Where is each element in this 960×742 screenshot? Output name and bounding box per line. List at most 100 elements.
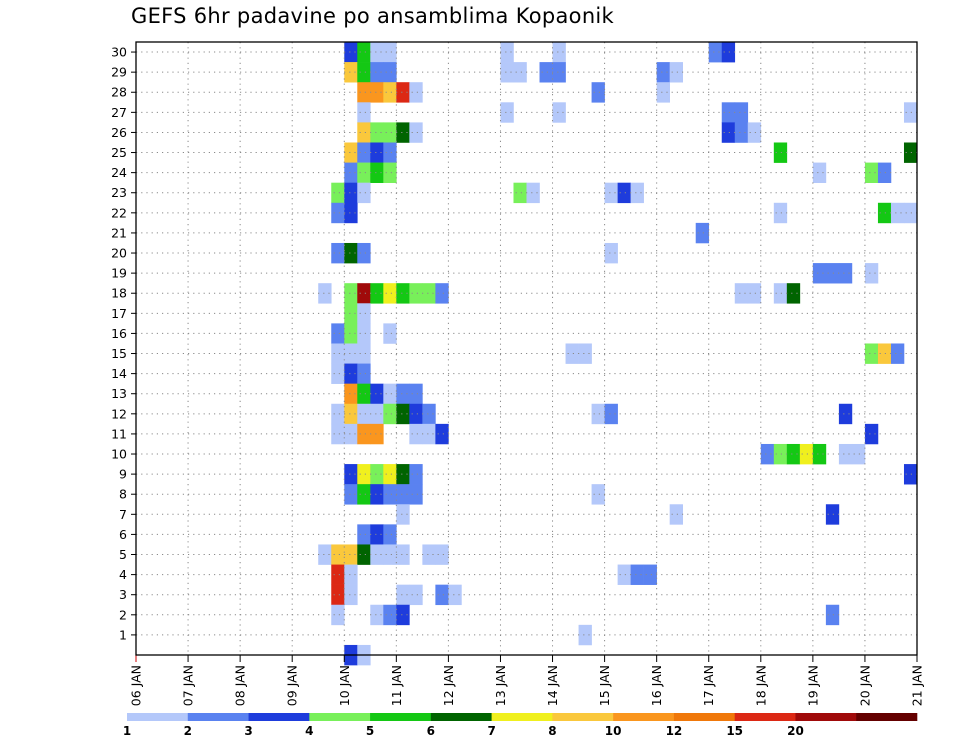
member-20-cell <box>357 242 371 264</box>
y-tick-label: 26 <box>111 125 127 140</box>
member-22-cell <box>773 202 788 224</box>
member-8-cell <box>357 484 371 505</box>
y-tick-label: 19 <box>111 266 127 281</box>
member-30-cell <box>344 42 358 63</box>
member-9-cell <box>903 464 918 485</box>
member-7-cell <box>669 504 683 525</box>
member-7-cell <box>396 504 410 525</box>
member-1-cell <box>578 624 592 646</box>
member-8-cell <box>344 484 358 505</box>
member-3-cell <box>331 584 345 606</box>
member-27-cell <box>734 102 749 123</box>
member-26-cell <box>721 122 736 143</box>
member-14-cell <box>344 363 358 384</box>
colorbar-swatch <box>856 713 918 721</box>
member-2-cell <box>370 604 384 626</box>
member-4-cell <box>630 564 644 585</box>
member-12-cell <box>396 403 410 425</box>
member-18-cell <box>357 283 371 304</box>
member-15-cell <box>565 343 579 364</box>
member-23-cell <box>526 182 540 204</box>
colorbar-label: 7 <box>487 724 495 738</box>
member-4-cell <box>617 564 631 585</box>
member-8-cell <box>409 484 423 505</box>
member-18-cell <box>370 283 384 304</box>
member-13-cell <box>383 383 397 405</box>
member-25-cell <box>773 142 788 163</box>
member-16-cell <box>344 323 358 344</box>
x-tick-label: 11 JAN <box>389 665 404 706</box>
member-12-cell <box>383 403 397 425</box>
y-tick-label: 2 <box>119 607 127 622</box>
member-30-cell <box>500 42 514 63</box>
y-tick-label: 23 <box>111 185 127 200</box>
member-5-cell <box>344 544 358 565</box>
member-24-cell <box>383 162 397 183</box>
member-15-cell <box>578 343 592 364</box>
colorbar-swatch <box>552 713 614 721</box>
member-30-cell <box>370 42 384 63</box>
member-30-cell <box>357 42 371 63</box>
member-5-cell <box>383 544 397 565</box>
member-24-cell <box>370 162 384 183</box>
y-tick-label: 27 <box>111 105 127 120</box>
colorbar-swatch <box>309 713 371 721</box>
chart-title: GEFS 6hr padavine po ansamblima Kopaonik <box>131 4 615 28</box>
y-tick-label: 7 <box>119 507 127 522</box>
colorbar-swatch <box>430 713 492 721</box>
member-18-cell <box>786 283 801 304</box>
y-tick-label: 11 <box>111 426 127 441</box>
member-29-cell <box>539 62 553 83</box>
member-11-cell <box>344 423 358 445</box>
member-25-cell <box>357 142 371 163</box>
member-13-cell <box>370 383 384 405</box>
member-10-cell <box>799 443 814 465</box>
member-28-cell <box>370 82 384 103</box>
y-tick-label: 29 <box>111 65 127 80</box>
y-tick-label: 14 <box>111 366 127 381</box>
colorbar-swatch <box>127 713 189 721</box>
colorbar-label: 3 <box>244 724 252 738</box>
y-tick-label: 3 <box>119 587 127 602</box>
member-15-cell <box>864 343 879 364</box>
member-22-cell <box>890 202 905 224</box>
member-17-cell <box>344 303 358 324</box>
member-30-cell <box>383 42 397 63</box>
member-18-cell <box>773 283 788 304</box>
member-28-cell <box>656 82 670 103</box>
member-23-cell <box>630 182 644 204</box>
member-29-cell <box>669 62 683 83</box>
member-3-cell <box>448 584 462 606</box>
member-13-cell <box>357 383 371 405</box>
y-tick-label: 25 <box>111 145 127 160</box>
member-5-cell <box>331 544 345 565</box>
member-24-cell <box>877 162 892 183</box>
member-11-cell <box>864 423 879 445</box>
member-18-cell <box>383 283 397 304</box>
member-26-cell <box>409 122 423 143</box>
member-2-cell <box>331 604 345 626</box>
member-11-cell <box>331 423 345 445</box>
grid-layer <box>136 42 917 655</box>
y-tick-label: 12 <box>111 406 127 421</box>
member-17-cell <box>357 303 371 324</box>
colorbar-swatch <box>370 713 432 721</box>
member-27-cell <box>357 102 371 123</box>
member-20-cell <box>331 242 345 264</box>
member-29-cell <box>344 62 358 83</box>
x-tick-label: 16 JAN <box>649 665 664 706</box>
colorbar: 1 2 3 4 5 6 7 8 10 12 15 20 <box>123 713 918 738</box>
x-tick-label: 17 JAN <box>701 665 716 706</box>
member-13-cell <box>396 383 410 405</box>
x-tick-label: 20 JAN <box>857 665 872 706</box>
member-6-cell <box>370 524 384 545</box>
x-tick-label: 12 JAN <box>441 665 456 706</box>
member-28-cell <box>409 82 423 103</box>
colorbar-label: 15 <box>726 724 743 738</box>
member-8-cell <box>370 484 384 505</box>
member-23-cell <box>513 182 527 204</box>
member-5-cell <box>422 544 436 565</box>
member-11-cell <box>435 423 449 445</box>
y-tick-label: 28 <box>111 85 127 100</box>
